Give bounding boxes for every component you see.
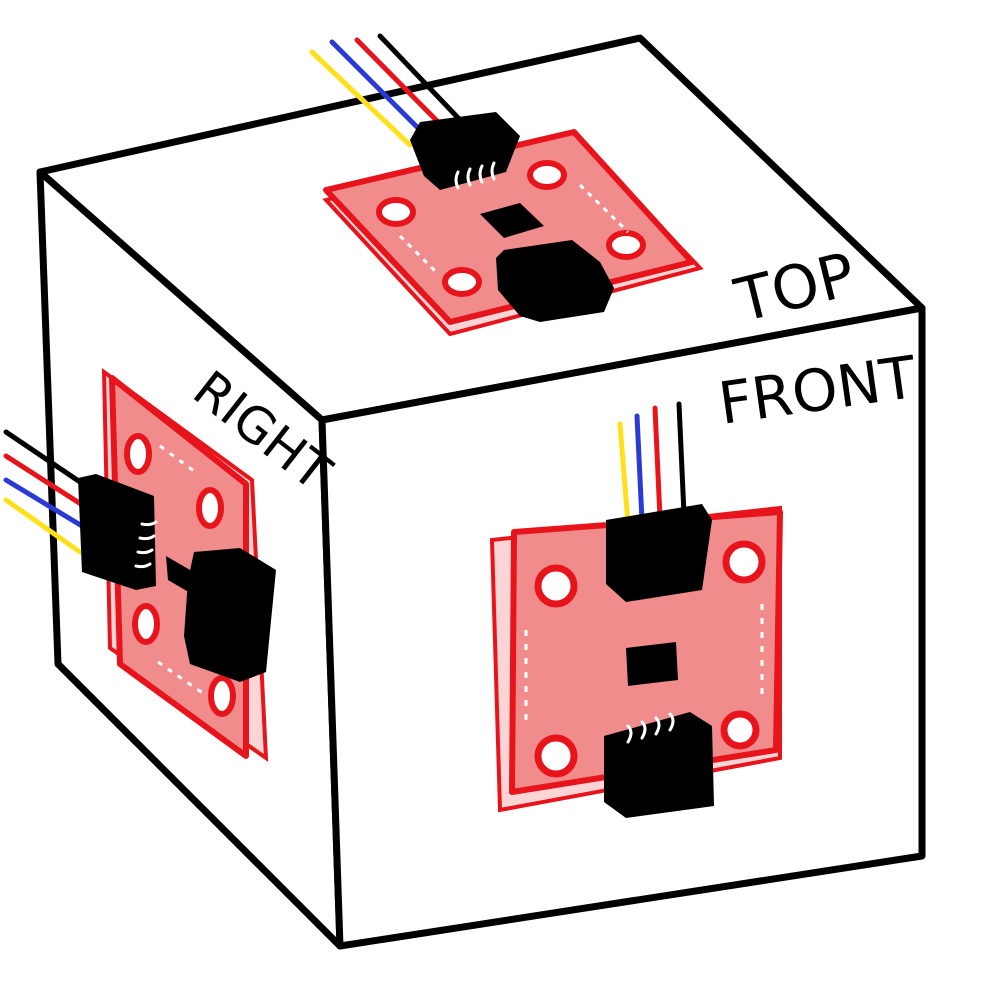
top-board-holes: [376, 160, 646, 297]
right-board-holes: [124, 433, 236, 717]
pin: [640, 720, 647, 740]
front-wire-red: [652, 405, 663, 521]
right-wire-blue: [3, 477, 85, 529]
front-sensor: [489, 401, 783, 818]
front-connector-bottom: [604, 712, 714, 818]
top-wire-red: [354, 37, 449, 133]
mounting-hole: [132, 603, 160, 645]
pad-row: [157, 660, 205, 696]
top-sensor: [309, 33, 704, 337]
right-connector-left: [78, 474, 156, 590]
right-wire-black: [3, 429, 89, 489]
mounting-hole: [527, 160, 567, 190]
front-wire-yellow: [617, 421, 631, 527]
front-connector-pins: [626, 712, 675, 744]
mounting-hole: [534, 734, 578, 778]
mounting-hole: [722, 540, 766, 584]
right-sensor-wires: [3, 429, 89, 555]
pin: [134, 562, 152, 569]
pad-row: [398, 234, 438, 274]
front-board-holes: [534, 540, 766, 778]
mounting-hole: [534, 564, 578, 608]
top-sensor-wires: [309, 33, 465, 148]
top-board-pads: [398, 183, 630, 274]
mounting-hole: [442, 267, 482, 297]
pin: [466, 167, 472, 187]
mounting-hole: [376, 197, 416, 227]
front-wire-black: [676, 401, 687, 517]
pin: [478, 164, 484, 184]
top-wire-yellow: [309, 49, 413, 148]
pin: [454, 170, 460, 190]
pin: [138, 534, 156, 541]
pin: [136, 548, 154, 555]
pin: [668, 712, 675, 732]
pad-row: [159, 444, 199, 476]
right-chip: [166, 556, 192, 594]
pin: [140, 520, 158, 527]
pin: [490, 161, 496, 181]
front-chip: [626, 642, 678, 686]
mounting-hole: [208, 675, 236, 717]
top-connector-front: [496, 240, 614, 322]
right-sensor: [3, 368, 276, 763]
right-board-pads: [157, 444, 205, 696]
top-wire-blue: [329, 39, 431, 141]
mounting-hole: [196, 487, 224, 529]
pad-row: [578, 183, 630, 234]
pin: [654, 716, 661, 736]
right-connector-pins: [134, 520, 158, 569]
front-wire-blue: [634, 413, 645, 523]
mounting-hole: [606, 230, 646, 260]
top-wire-black: [377, 33, 465, 125]
mounting-hole: [720, 710, 760, 750]
top-connector-pins: [454, 161, 496, 190]
front-sensor-wires: [617, 401, 687, 527]
right-wire-red: [3, 453, 87, 509]
front-connector-top: [606, 504, 712, 602]
top-chip: [480, 203, 544, 238]
right-wire-yellow: [3, 497, 83, 555]
pin: [626, 724, 633, 744]
mounting-hole: [124, 433, 152, 475]
right-connector-right: [184, 548, 276, 682]
front-board-pads: [524, 604, 764, 720]
